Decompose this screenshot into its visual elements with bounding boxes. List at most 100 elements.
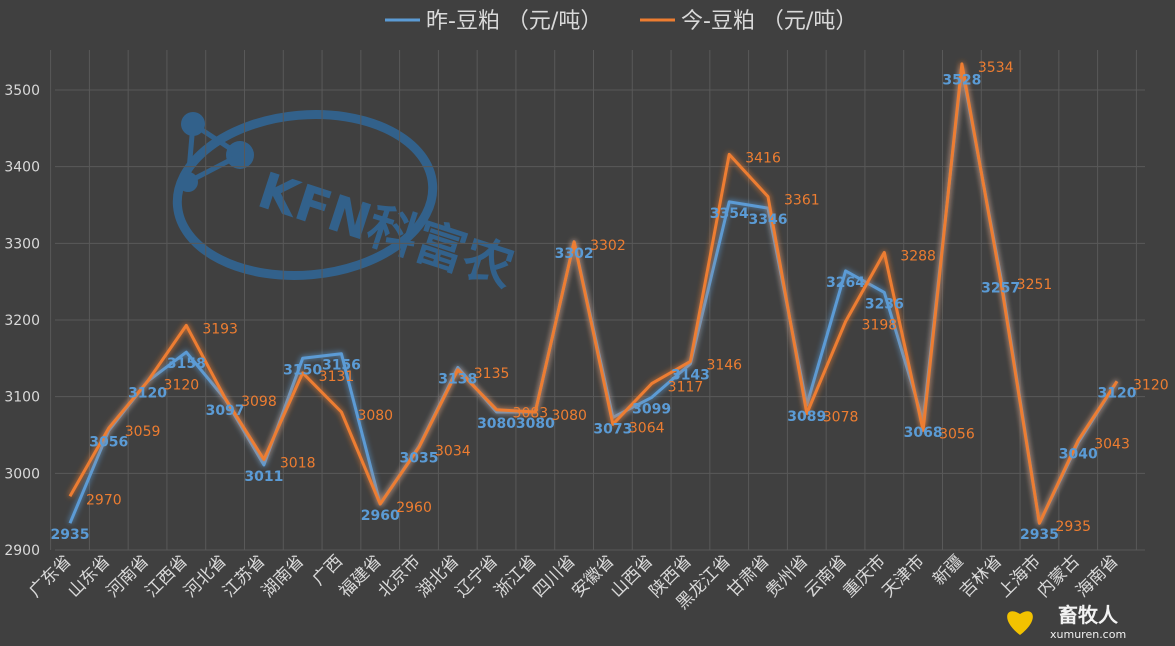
data-label-yesterday: 2935 [51, 527, 90, 543]
data-label-today: 3034 [435, 443, 471, 459]
data-label-yesterday: 3073 [593, 421, 632, 437]
heart-icon [1007, 611, 1033, 635]
data-label-today: 2970 [86, 492, 122, 508]
data-label-today: 2935 [1055, 519, 1091, 535]
x-tick-label: 贵州省 [762, 551, 812, 601]
x-tick-label: 江苏省 [219, 551, 269, 601]
data-label-today: 3193 [202, 321, 238, 337]
data-label-today: 2960 [396, 500, 432, 516]
y-axis: 2900 3000 3100 3200 3300 3400 3500 [4, 83, 40, 559]
series-line-today [68, 62, 1119, 525]
brand-url: xumuren.com [1050, 628, 1126, 641]
x-tick-label: 北京市 [374, 551, 424, 601]
data-label-today: 3146 [706, 357, 742, 373]
data-label-today: 3080 [551, 408, 587, 424]
data-label-today: 3080 [357, 408, 393, 424]
data-label-today: 3083 [513, 406, 549, 422]
brand-logo: 畜牧人 xumuren.com [1007, 603, 1126, 641]
grid-lines [50, 50, 1145, 551]
data-label-today: 3416 [745, 150, 781, 166]
x-tick-label: 天津市 [878, 551, 928, 601]
data-label-yesterday: 3080 [516, 416, 555, 432]
brand-name: 畜牧人 [1058, 603, 1119, 627]
data-label-today: 3302 [590, 238, 626, 254]
x-tick-label: 河北省 [180, 551, 230, 601]
data-label-yesterday: 3089 [787, 409, 826, 425]
x-tick-label: 四川省 [529, 551, 579, 601]
x-tick-label: 山西省 [607, 551, 657, 601]
x-tick-label: 内蒙古 [1034, 551, 1084, 601]
data-label-today: 3131 [319, 369, 355, 385]
legend-label-today: 今-豆粕 （元/吨） [681, 9, 857, 34]
x-tick-label: 云南省 [801, 551, 851, 601]
data-label-yesterday: 3158 [167, 356, 206, 372]
x-tick-label: 福建省 [336, 551, 386, 601]
data-label-today: 3288 [900, 249, 936, 265]
legend-label-yesterday: 昨-豆粕 （元/吨） [426, 9, 602, 34]
data-label-yesterday: 3264 [826, 275, 865, 291]
data-label-yesterday: 3236 [865, 296, 904, 312]
x-tick-label: 山东省 [64, 551, 114, 601]
data-label-today: 3198 [862, 318, 898, 334]
data-label-today: 3056 [939, 426, 975, 442]
data-label-yesterday: 2935 [1020, 527, 1059, 543]
legend: 昨-豆粕 （元/吨） 今-豆粕 （元/吨） [385, 9, 857, 34]
series-lines [68, 62, 1119, 525]
x-tick-label: 海南省 [1072, 551, 1122, 601]
data-label-yesterday: 3099 [632, 401, 671, 417]
data-label-yesterday: 3040 [1059, 447, 1098, 463]
x-tick-label: 江西省 [142, 551, 192, 601]
data-label-today: 3534 [978, 60, 1014, 76]
data-label-yesterday: 3346 [749, 212, 788, 228]
x-tick-label: 甘肃省 [723, 551, 773, 601]
data-label-yesterday: 3056 [89, 434, 128, 450]
data-label-yesterday: 3120 [1098, 385, 1137, 401]
y-tick-label: 3500 [4, 83, 40, 99]
data-label-today: 3251 [1017, 277, 1053, 293]
x-tick-label: 河南省 [103, 551, 153, 601]
y-tick-label: 3200 [4, 313, 40, 329]
y-tick-label: 3400 [4, 160, 40, 176]
data-label-today: 3018 [280, 456, 316, 472]
data-label-today: 3135 [474, 366, 510, 382]
data-label-yesterday: 3354 [710, 206, 749, 222]
data-label-yesterday: 3150 [283, 362, 322, 378]
watermark-logo: KFN科富农 [172, 110, 521, 298]
x-tick-label: 重庆市 [840, 551, 890, 601]
data-label-today: 3117 [668, 380, 704, 396]
data-label-today: 3043 [1094, 436, 1130, 452]
data-label-yesterday: 3120 [128, 385, 167, 401]
y-tick-label: 3000 [4, 466, 40, 482]
data-label-today: 3361 [784, 193, 820, 209]
data-label-yesterday: 3143 [671, 368, 710, 384]
x-tick-label: 湖北省 [413, 551, 463, 601]
x-tick-label: 辽宁省 [452, 551, 502, 601]
data-label-yesterday: 3080 [477, 416, 516, 432]
data-label-yesterday: 3068 [904, 425, 943, 441]
y-tick-label: 3100 [4, 390, 40, 406]
x-tick-label: 湖南省 [258, 551, 308, 601]
data-label-today: 3098 [241, 394, 277, 410]
data-label-today: 3120 [1133, 377, 1169, 393]
data-label-today: 3120 [164, 377, 200, 393]
data-label-today: 3078 [823, 410, 859, 426]
x-tick-label: 上海市 [995, 551, 1045, 601]
x-tick-label: 吉林省 [956, 551, 1006, 601]
y-tick-label: 3300 [4, 236, 40, 252]
data-label-yesterday: 3156 [322, 358, 361, 374]
x-tick-label: 安徽省 [568, 551, 618, 601]
data-label-yesterday: 3011 [244, 469, 283, 485]
data-label-yesterday: 3528 [942, 73, 981, 89]
data-label-yesterday: 3138 [438, 372, 477, 388]
data-label-today: 3059 [125, 424, 161, 440]
y-tick-label: 2900 [4, 543, 40, 559]
data-label-yesterday: 3257 [981, 280, 1020, 296]
data-label-today: 3064 [629, 420, 665, 436]
x-tick-label: 浙江省 [491, 551, 541, 601]
data-label-yesterday: 3035 [400, 451, 439, 467]
data-label-yesterday: 3097 [206, 403, 245, 419]
data-label-yesterday: 3302 [555, 246, 594, 262]
